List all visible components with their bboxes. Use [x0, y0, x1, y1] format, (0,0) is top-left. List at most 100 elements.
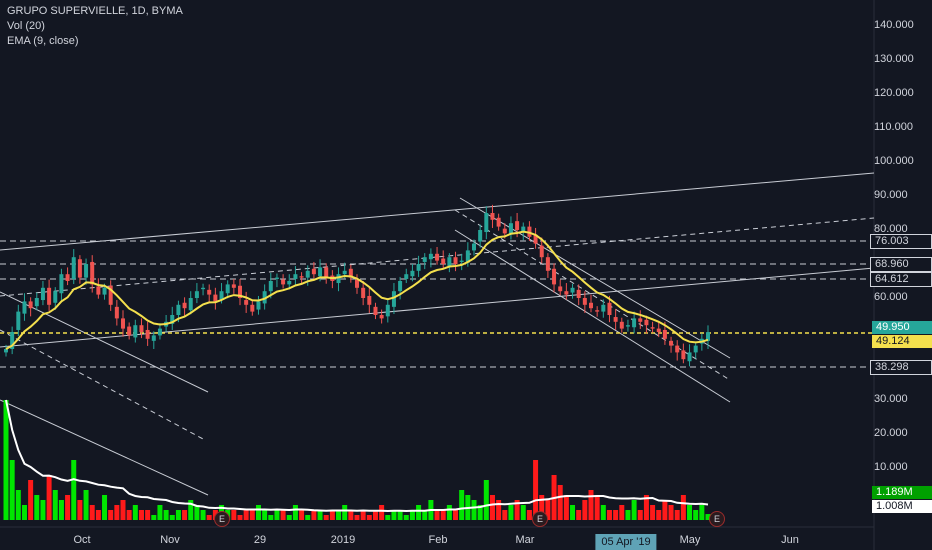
volume-bar: [637, 510, 643, 520]
volume-bar: [514, 500, 520, 520]
volume-bar: [446, 505, 452, 520]
volume-bar: [323, 515, 329, 520]
candle-body: [250, 304, 255, 312]
candle-body: [465, 250, 470, 263]
volume-bar: [9, 460, 15, 520]
volume-bar: [194, 505, 200, 520]
price-tick-label: 60.000: [874, 291, 908, 303]
earnings-marker[interactable]: E: [532, 511, 548, 527]
candle-body: [293, 274, 298, 279]
left-descending-dashed-line[interactable]: [0, 329, 206, 441]
candle-body: [410, 270, 415, 277]
volume-bar: [34, 495, 40, 520]
legend-ema[interactable]: EMA (9, close): [7, 35, 79, 47]
volume-bar: [188, 500, 194, 520]
candle-body: [225, 284, 230, 294]
mid-channel-dashed-line[interactable]: [0, 217, 875, 297]
candle-body: [367, 295, 372, 305]
earnings-marker[interactable]: E: [214, 511, 230, 527]
price-tick-label: 110.000: [874, 121, 913, 133]
candle-body: [355, 279, 359, 288]
volume-bar: [631, 500, 637, 520]
volume-bar: [249, 510, 255, 520]
earnings-marker[interactable]: E: [709, 511, 725, 527]
last-price-badge: 49.950: [872, 321, 932, 334]
candle-body: [595, 310, 600, 312]
left-descending-line-lower[interactable]: [0, 399, 209, 496]
volume-bar: [643, 495, 649, 520]
volume-bar: [526, 510, 532, 520]
volume-bar: [687, 505, 693, 520]
candle-body: [324, 267, 329, 278]
price-tick-label: 10.000: [874, 461, 908, 473]
volume-bar: [459, 490, 465, 520]
volume-bar: [699, 505, 705, 520]
candle-body: [613, 317, 618, 322]
candle-body: [157, 328, 162, 336]
volume-bar: [416, 505, 422, 520]
volume-bar: [274, 510, 280, 520]
volume-bar: [557, 485, 563, 520]
candle-body: [422, 257, 427, 262]
candle-body: [90, 261, 95, 285]
volume-bar: [379, 505, 385, 520]
candle-body: [231, 284, 236, 288]
volume-bar: [496, 500, 502, 520]
volume-bar: [483, 480, 489, 520]
volume-bar: [21, 505, 27, 520]
horizontal-levels[interactable]: [0, 240, 874, 368]
dashed-trendlines[interactable]: [0, 209, 875, 441]
volume-bar: [163, 510, 169, 520]
volume-bar: [286, 515, 292, 520]
candle-body: [53, 291, 58, 303]
legend-symbol[interactable]: GRUPO SUPERVIELLE, 1D, BYMA: [7, 5, 183, 17]
volume-bar: [619, 505, 625, 520]
candle-body: [607, 302, 612, 315]
volume-bar: [132, 505, 138, 520]
volume-bar: [46, 475, 52, 520]
candle-body: [681, 350, 686, 360]
candle-body: [65, 274, 70, 281]
candle-body: [287, 281, 292, 285]
left-descending-line-upper[interactable]: [0, 291, 209, 393]
level-badge-76: 76.003: [870, 234, 932, 249]
candle-body: [484, 213, 489, 233]
candle-body: [268, 281, 273, 292]
legend-volume[interactable]: Vol (20): [7, 20, 45, 32]
volume-bar: [693, 510, 699, 520]
upper-channel-line[interactable]: [0, 172, 875, 251]
volume-bar: [83, 490, 89, 520]
candle-body: [34, 298, 39, 307]
volume-bar: [145, 510, 151, 520]
candle-body: [108, 285, 113, 305]
volume-bar: [625, 510, 631, 520]
candle-body: [182, 302, 187, 309]
volume-bar: [317, 510, 323, 520]
level-badge-69: 68.960: [870, 257, 932, 272]
volume-bars: [3, 400, 711, 520]
candle-body: [428, 253, 433, 260]
volume-bar: [391, 510, 397, 520]
candle-body: [59, 274, 64, 294]
candle-body: [10, 332, 15, 349]
volume-bar: [348, 510, 354, 520]
desc-channel-lower-line[interactable]: [454, 229, 731, 403]
candle-body: [478, 230, 483, 242]
candle-body: [342, 270, 347, 275]
candle-body: [650, 327, 655, 329]
candle-body: [348, 268, 353, 278]
time-label-feb: Feb: [428, 534, 448, 546]
price-tick-label: 90.000: [874, 189, 908, 201]
candle-body: [669, 340, 674, 346]
volume-bar: [520, 505, 526, 520]
candle-body: [576, 289, 581, 298]
candle-body: [127, 326, 132, 336]
volume-bar: [206, 515, 212, 520]
chart-legend[interactable]: GRUPO SUPERVIELLE, 1D, BYMA Vol (20) EMA…: [7, 4, 183, 49]
volume-bar: [397, 510, 403, 520]
volume-bar: [372, 510, 378, 520]
candle-body: [564, 291, 569, 295]
volume-bar: [588, 490, 594, 520]
